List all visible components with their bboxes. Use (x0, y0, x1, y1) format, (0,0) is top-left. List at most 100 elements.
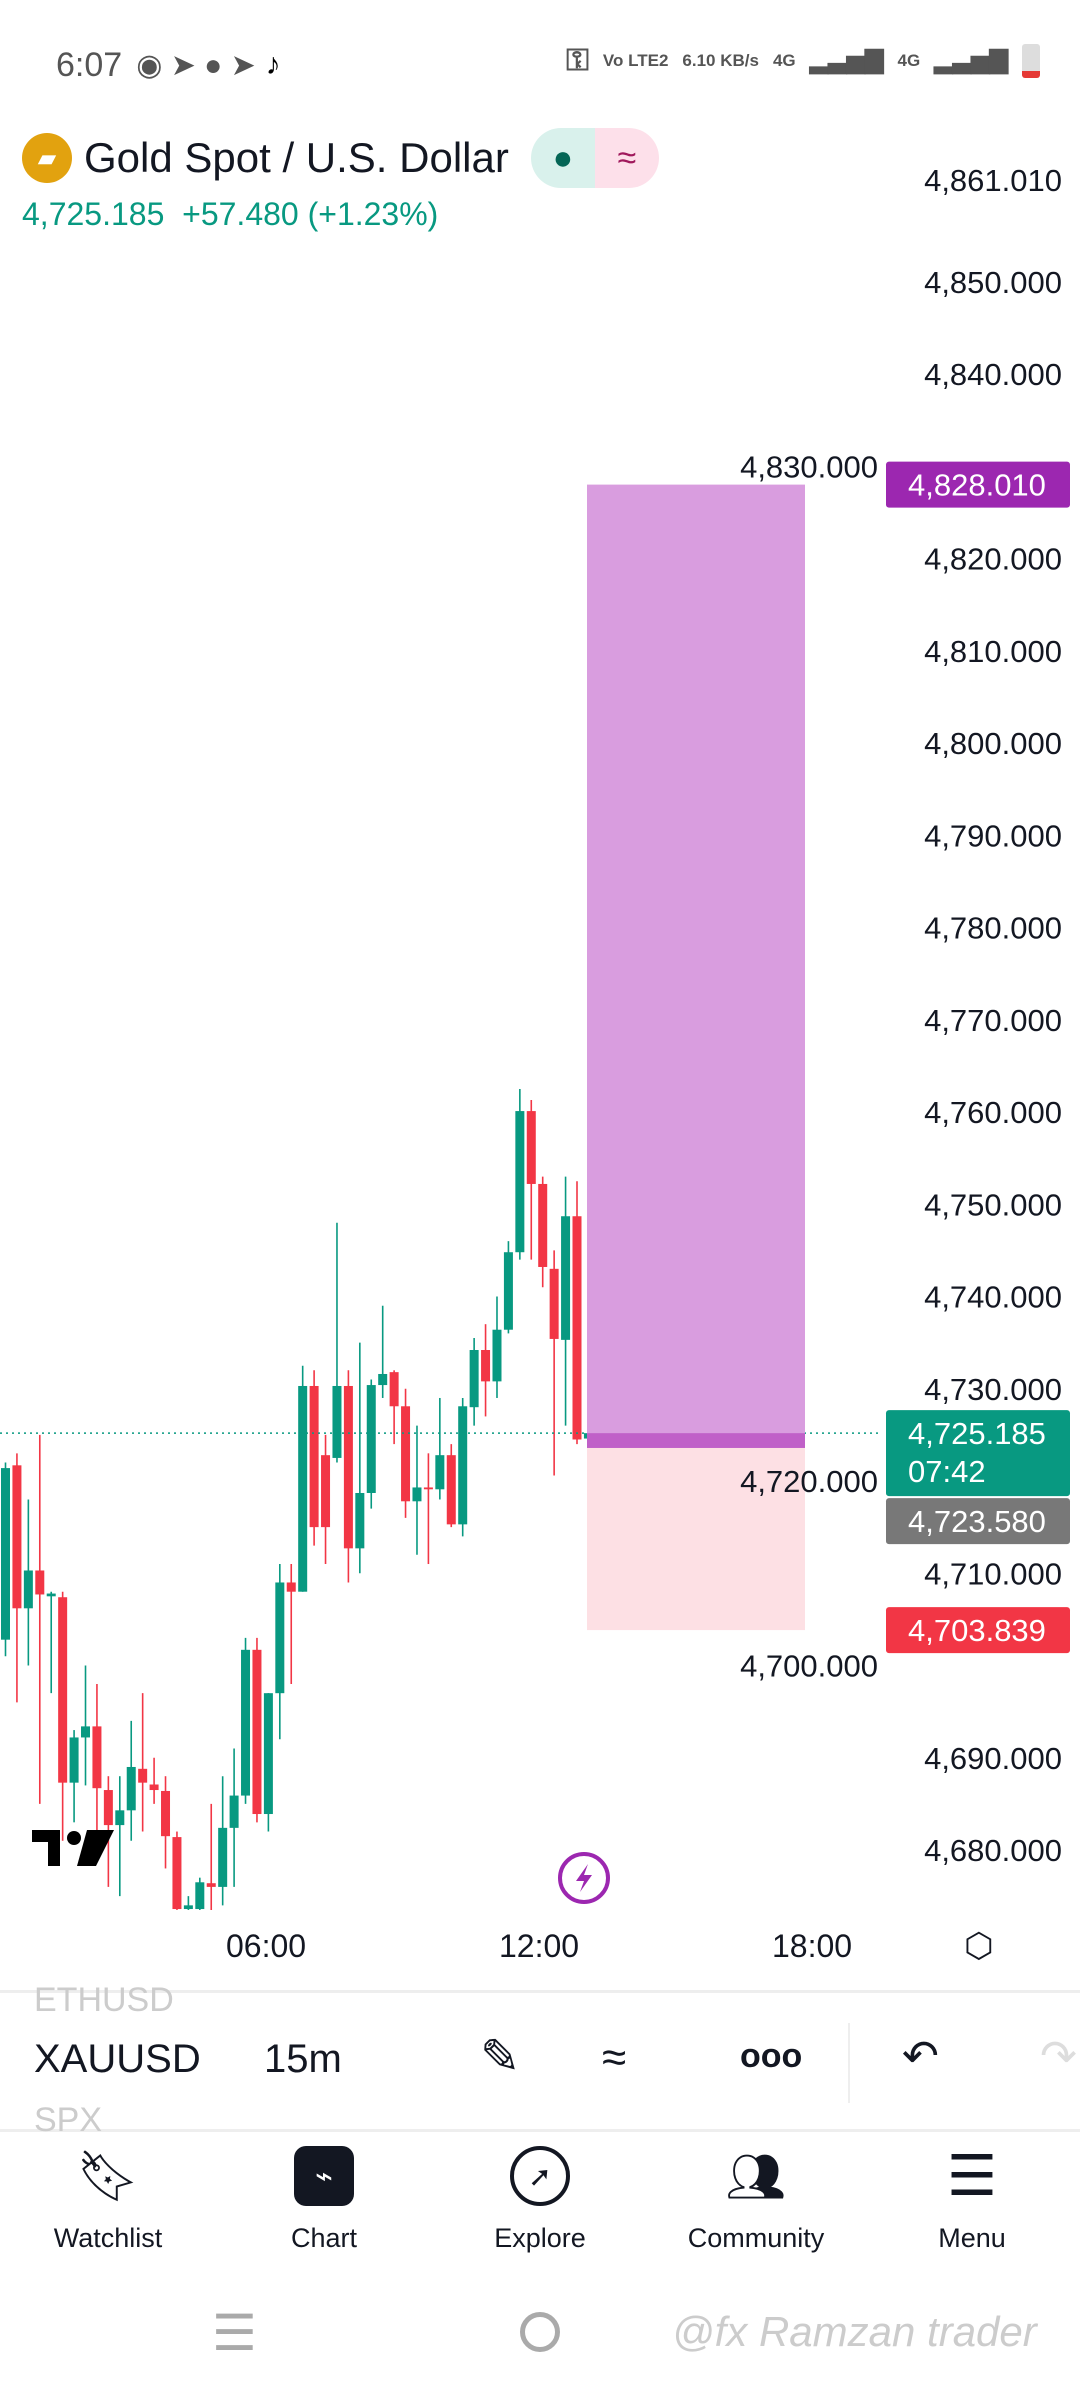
entry-price-label-text: 4,723.580 (908, 1504, 1046, 1539)
prev-symbol[interactable]: ETHUSD (34, 1981, 174, 2019)
symbol-header[interactable]: ▰ Gold Spot / U.S. Dollar ● ≈ (22, 128, 659, 188)
candle-body (298, 1385, 308, 1592)
candle-body (332, 1385, 342, 1458)
drawing-pen-icon[interactable]: ✎ (480, 2031, 521, 2084)
recent-apps-icon[interactable]: ☰ (212, 2305, 257, 2361)
candle-body (561, 1216, 571, 1340)
price-tick: 4,740.000 (924, 1280, 1062, 1315)
home-icon[interactable] (520, 2312, 560, 2352)
nav-explore[interactable]: ➚ Explore (432, 2145, 648, 2254)
bottom-nav: 🔖︎ Watchlist ⌁ Chart ➚ Explore 👥︎ Community … (0, 2144, 1080, 2254)
price-tick: 4,820.000 (924, 542, 1062, 577)
candle-body (69, 1737, 79, 1783)
price-tick: 4,840.000 (924, 357, 1062, 392)
chart-icon: ⌁ (294, 2145, 354, 2207)
stop-zone[interactable] (587, 1447, 805, 1631)
next-symbol[interactable]: SPX (34, 2101, 103, 2139)
symbol-button[interactable]: XAUUSD (34, 2037, 201, 2081)
candle-body (309, 1385, 319, 1528)
candle-body (378, 1373, 388, 1386)
chart-settings-icon[interactable]: ⬡ (964, 1927, 994, 1965)
candle-body (206, 1883, 216, 1887)
candle-body (286, 1582, 296, 1592)
price-tick: 4,750.000 (924, 1187, 1062, 1222)
candle-body (458, 1406, 468, 1525)
symbol-title: Gold Spot / U.S. Dollar (84, 134, 509, 181)
price-chart[interactable]: 4,861.010 4,850.000 4,840.000 4,830.000 4,82… (0, 0, 1080, 1910)
target-zone[interactable] (587, 484, 805, 1448)
candle-body (263, 1693, 273, 1815)
candle-body (92, 1726, 102, 1789)
candle-body (538, 1183, 548, 1267)
status-right: ⚿ Vo LTE2 6.10 KB/s 4G ▂▃▅▇ 4G ▂▃▅▇ (566, 44, 1040, 78)
nav-watchlist[interactable]: 🔖︎ Watchlist (0, 2145, 216, 2254)
candle-body (469, 1350, 479, 1408)
watchlist-icon: 🔖︎ (76, 2147, 140, 2204)
interval-button[interactable]: 15m (264, 2037, 342, 2081)
time-tick: 06:00 (226, 1928, 307, 1964)
price-tick: 4,680.000 (924, 1833, 1062, 1868)
candle-body (183, 1905, 193, 1910)
price-tick: 4,720.000 (740, 1464, 878, 1499)
price-tick: 4,690.000 (924, 1741, 1062, 1776)
more-icon[interactable]: ooo (740, 2037, 803, 2075)
price-tick: 4,790.000 (924, 818, 1062, 853)
network-speed: 6.10 KB/s (682, 51, 759, 70)
nav-menu[interactable]: ☰ Menu (864, 2144, 1080, 2254)
candle-body (252, 1649, 262, 1815)
signal-icon: ▂▃▅▇ (809, 47, 884, 74)
candle-body (366, 1385, 376, 1493)
market-status-pill[interactable]: ● ≈ (530, 128, 659, 188)
candle-body (572, 1216, 582, 1440)
entry-price-label (886, 1498, 1070, 1545)
candle-body (355, 1492, 365, 1549)
candle-body (389, 1372, 399, 1407)
nav-label: Menu (938, 2223, 1006, 2253)
watermark: @fx Ramzan trader (672, 2308, 1037, 2355)
candle-body (35, 1570, 45, 1595)
candle-body (12, 1465, 22, 1609)
target-price-label (886, 461, 1070, 508)
status-bar: 6:07 ◉ ➤ ● ➤ ♪ (56, 40, 281, 90)
redo-icon[interactable]: ↷ (1040, 2032, 1077, 2081)
indicators-icon[interactable]: ≈ (602, 2033, 627, 2082)
notification-icons: ◉ ➤ ● ➤ ♪ (136, 47, 281, 82)
nav-chart[interactable]: ⌁ Chart (216, 2145, 432, 2254)
candle-body (515, 1111, 525, 1253)
candle-body (412, 1487, 422, 1502)
market-open-icon: ● (530, 128, 595, 188)
price-tick: 4,850.000 (924, 265, 1062, 300)
candle-body (81, 1726, 91, 1738)
nav-label: Chart (290, 2223, 358, 2253)
candle-body (343, 1385, 353, 1549)
candle-body (549, 1268, 559, 1339)
signal-icon: ▂▃▅▇ (934, 47, 1008, 74)
candle-body (46, 1593, 56, 1597)
price-tick: 4,760.000 (924, 1095, 1062, 1130)
candle-body (58, 1597, 68, 1783)
candle-body (492, 1329, 502, 1382)
candle-body (481, 1350, 491, 1382)
undo-icon[interactable]: ↶ (902, 2032, 939, 2081)
nav-community[interactable]: 👥︎ Community (648, 2145, 864, 2254)
tradingview-logo (32, 1830, 114, 1866)
gold-bars-icon: ▰ (22, 133, 72, 183)
stop-price-label-text: 4,703.839 (908, 1613, 1046, 1648)
price-tick: 4,861.010 (924, 163, 1062, 198)
candle-body (423, 1487, 433, 1490)
candle-body (503, 1252, 513, 1330)
candle-body (526, 1111, 536, 1184)
candle-body (435, 1455, 445, 1490)
price-tick: 4,710.000 (924, 1556, 1062, 1591)
entry-band (587, 1433, 805, 1448)
price-tick: 4,700.000 (740, 1649, 878, 1684)
lightning-icon[interactable] (558, 1852, 610, 1904)
candle-body (1, 1468, 10, 1640)
candle-body (401, 1406, 411, 1502)
carrier: Vo LTE2 (602, 51, 669, 70)
price-tick: 4,810.000 (924, 634, 1062, 669)
clock: 6:07 (56, 45, 123, 84)
menu-icon: ☰ (946, 2144, 998, 2207)
current-price-label-text: 07:42 (908, 1454, 986, 1489)
system-nav: ☰ @fx Ramzan trader (0, 2300, 1080, 2370)
